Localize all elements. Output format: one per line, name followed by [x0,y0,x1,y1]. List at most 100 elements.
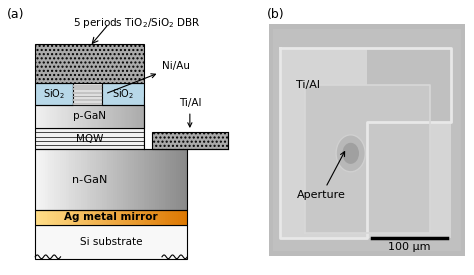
Bar [97,104,98,128]
Bar [147,210,149,225]
Bar [130,104,132,128]
Bar [106,104,108,128]
Bar [82,104,83,128]
Bar [52,149,55,210]
Bar [75,210,77,225]
Bar [102,83,144,104]
Bar [146,149,147,210]
Text: Ni/Au: Ni/Au [108,61,190,93]
Bar [71,210,73,225]
Bar [129,104,131,128]
Bar [94,149,96,210]
Bar [115,210,117,225]
Bar [273,29,461,251]
Bar [56,210,58,225]
Bar [113,149,115,210]
Bar [157,210,159,225]
Bar [115,149,117,210]
Bar [54,104,56,128]
Bar [43,210,45,225]
Bar [77,210,79,225]
Bar [168,210,171,225]
Bar [144,149,146,210]
Bar [136,210,138,225]
Bar [113,210,115,225]
Bar [73,210,75,225]
Bar [111,210,113,225]
Bar [46,149,49,210]
Bar [35,149,187,210]
Bar [151,210,154,225]
Bar [39,104,41,128]
Bar [133,104,135,128]
Bar [121,149,123,210]
Bar [64,210,66,225]
Bar [153,210,155,225]
Text: (a): (a) [7,8,25,21]
Bar [73,85,102,87]
Bar [83,210,85,225]
Text: Ti/Al: Ti/Al [296,80,320,90]
Text: 5 periods TiO$_2$/SiO$_2$ DBR: 5 periods TiO$_2$/SiO$_2$ DBR [73,16,201,30]
Bar [178,149,180,210]
Bar [149,149,151,210]
Bar [66,104,68,128]
Bar [47,104,49,128]
Bar [73,103,102,104]
Bar [65,149,68,210]
Bar [185,149,188,210]
Bar [96,210,98,225]
Bar [174,210,176,225]
Bar [48,210,51,225]
Bar [132,210,134,225]
Bar [64,104,65,128]
Bar [143,104,145,128]
Bar [127,104,128,128]
Bar [102,210,104,225]
Bar [41,104,42,128]
Bar [117,149,119,210]
Bar [139,104,140,128]
Bar [106,210,108,225]
Bar [94,104,95,128]
Bar [75,149,77,210]
Bar [81,210,83,225]
Bar [91,149,92,210]
Bar [180,149,182,210]
Bar [62,210,64,225]
Bar [37,210,39,225]
Bar [155,210,157,225]
Bar [79,210,81,225]
Bar [178,210,180,225]
Text: SiO$_2$: SiO$_2$ [112,87,135,101]
Bar [83,149,85,210]
Bar [136,149,138,210]
Bar [159,149,161,210]
Bar [269,24,465,256]
Bar [71,104,72,128]
Bar [280,48,451,238]
Bar [54,210,56,225]
Bar [58,149,60,210]
Bar [134,149,136,210]
Bar [127,149,128,210]
Bar [166,149,169,210]
Text: MQW: MQW [76,134,103,144]
Bar [172,210,174,225]
Bar [100,149,102,210]
Text: Ag metal mirror: Ag metal mirror [64,212,158,222]
Bar [76,104,78,128]
Bar [163,149,165,210]
Bar [164,149,167,210]
Bar [61,104,63,128]
Bar [132,149,134,210]
Bar [45,149,47,210]
Bar [106,149,108,210]
Text: 100 μm: 100 μm [388,242,430,252]
Bar [35,128,144,149]
Bar [50,104,52,128]
Bar [118,104,120,128]
Bar [35,83,73,104]
Bar [73,92,102,94]
Bar [67,149,70,210]
